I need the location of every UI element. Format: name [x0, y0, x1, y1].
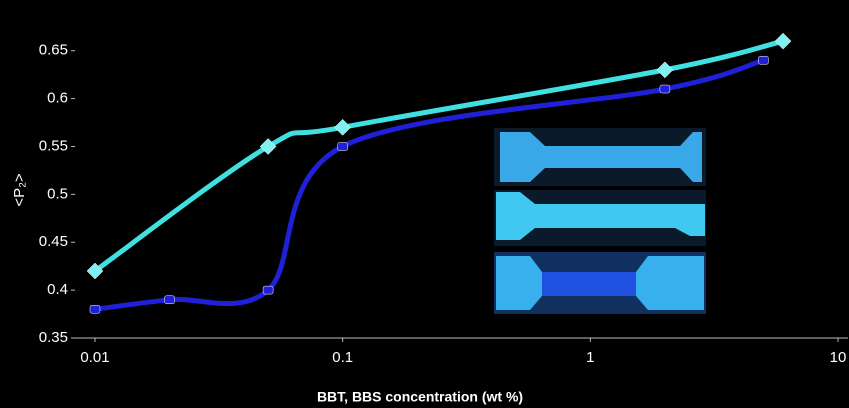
- x-tick-label: 10: [830, 349, 847, 366]
- inset-image: [494, 128, 706, 314]
- y-tick-label: 0.4: [47, 281, 68, 298]
- marker: [774, 32, 792, 50]
- y-tick-label: 0.45: [39, 233, 68, 250]
- marker: [659, 84, 671, 94]
- marker: [164, 295, 175, 304]
- marker: [334, 118, 352, 136]
- y-tick-label: 0.55: [39, 137, 68, 154]
- specimen: [500, 132, 702, 182]
- y-axis-label: <P₂>: [11, 173, 28, 207]
- marker: [656, 61, 674, 79]
- x-tick-label: 0.1: [332, 349, 353, 366]
- marker: [259, 138, 277, 155]
- y-tick-label: 0.6: [47, 90, 68, 107]
- x-tick-label: 1: [586, 349, 594, 366]
- y-tick-label: 0.65: [39, 42, 68, 59]
- marker: [89, 305, 101, 314]
- marker: [337, 142, 348, 151]
- x-axis-label: BBT, BBS concentration (wt %): [317, 389, 523, 405]
- y-tick-label: 0.35: [39, 329, 68, 346]
- specimen-neck: [542, 272, 636, 296]
- marker: [86, 262, 104, 280]
- x-tick-label: 0.01: [80, 349, 109, 366]
- marker: [758, 56, 769, 65]
- y-tick-label: 0.5: [47, 185, 68, 202]
- specimen: [496, 192, 705, 240]
- marker: [262, 285, 274, 295]
